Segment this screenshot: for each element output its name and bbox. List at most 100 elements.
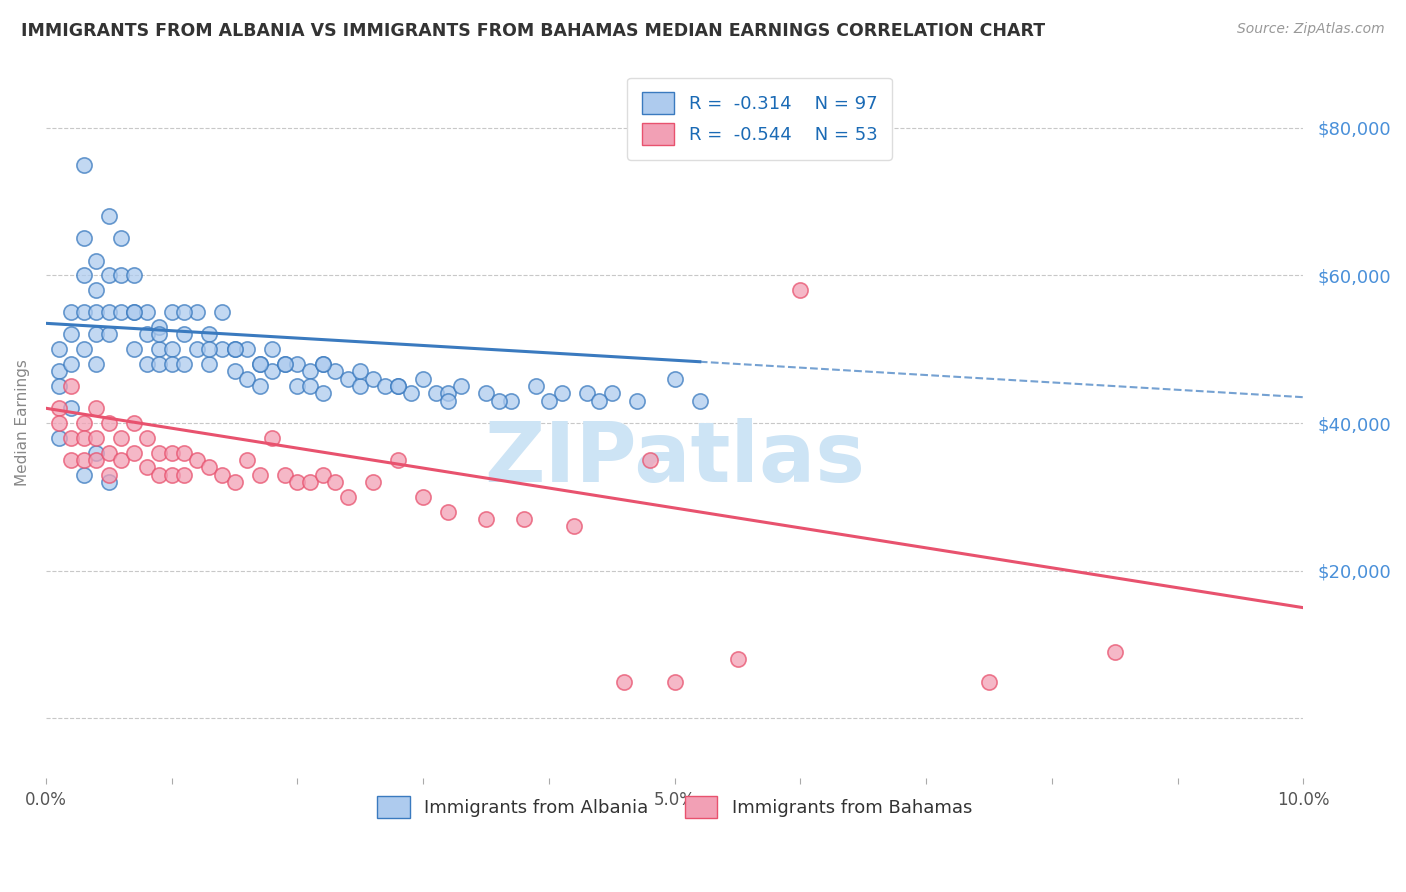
Point	[361, 372, 384, 386]
Point	[287, 379, 309, 393]
Text: IMMIGRANTS FROM ALBANIA VS IMMIGRANTS FROM BAHAMAS MEDIAN EARNINGS CORRELATION C: IMMIGRANTS FROM ALBANIA VS IMMIGRANTS FR…	[21, 22, 1045, 40]
Point	[84, 327, 107, 342]
Point	[236, 372, 259, 386]
Point	[361, 475, 384, 490]
Point	[198, 357, 221, 371]
Point	[73, 416, 96, 430]
Point	[97, 467, 120, 482]
Point	[387, 453, 409, 467]
Point	[60, 305, 83, 319]
Point	[60, 401, 83, 416]
Point	[224, 364, 246, 378]
Point	[262, 431, 284, 445]
Point	[437, 386, 460, 401]
Point	[73, 342, 96, 356]
Point	[48, 401, 70, 416]
Point	[638, 453, 661, 467]
Point	[84, 453, 107, 467]
Point	[1104, 645, 1126, 659]
Point	[274, 357, 297, 371]
Point	[789, 283, 811, 297]
Point	[73, 305, 96, 319]
Point	[387, 379, 409, 393]
Point	[550, 386, 572, 401]
Point	[48, 416, 70, 430]
Point	[97, 305, 120, 319]
Point	[299, 379, 322, 393]
Point	[211, 305, 233, 319]
Point	[160, 357, 183, 371]
Point	[475, 386, 498, 401]
Point	[412, 490, 434, 504]
Point	[349, 364, 371, 378]
Point	[48, 342, 70, 356]
Point	[97, 327, 120, 342]
Point	[97, 475, 120, 490]
Point	[224, 342, 246, 356]
Point	[689, 393, 711, 408]
Point	[110, 431, 132, 445]
Point	[122, 445, 145, 459]
Point	[110, 231, 132, 245]
Point	[323, 364, 346, 378]
Point	[475, 512, 498, 526]
Point	[437, 505, 460, 519]
Point	[198, 327, 221, 342]
Point	[148, 327, 170, 342]
Point	[336, 490, 359, 504]
Point	[73, 453, 96, 467]
Point	[588, 393, 610, 408]
Point	[600, 386, 623, 401]
Point	[311, 357, 333, 371]
Text: Source: ZipAtlas.com: Source: ZipAtlas.com	[1237, 22, 1385, 37]
Point	[160, 305, 183, 319]
Point	[425, 386, 447, 401]
Point	[575, 386, 598, 401]
Point	[287, 357, 309, 371]
Point	[613, 674, 636, 689]
Point	[48, 431, 70, 445]
Point	[60, 379, 83, 393]
Point	[60, 357, 83, 371]
Point	[48, 379, 70, 393]
Point	[148, 357, 170, 371]
Point	[249, 379, 271, 393]
Point	[122, 416, 145, 430]
Point	[236, 342, 259, 356]
Point	[160, 445, 183, 459]
Point	[249, 467, 271, 482]
Point	[374, 379, 396, 393]
Point	[299, 475, 322, 490]
Point	[186, 342, 208, 356]
Point	[198, 342, 221, 356]
Point	[84, 431, 107, 445]
Text: ZIPatlas: ZIPatlas	[484, 418, 865, 499]
Point	[311, 386, 333, 401]
Point	[73, 431, 96, 445]
Point	[323, 475, 346, 490]
Point	[198, 460, 221, 475]
Point	[626, 393, 648, 408]
Point	[135, 357, 157, 371]
Point	[336, 372, 359, 386]
Point	[148, 445, 170, 459]
Point	[135, 431, 157, 445]
Point	[135, 460, 157, 475]
Legend: Immigrants from Albania, Immigrants from Bahamas: Immigrants from Albania, Immigrants from…	[370, 789, 979, 825]
Point	[186, 305, 208, 319]
Point	[97, 445, 120, 459]
Point	[73, 467, 96, 482]
Point	[84, 445, 107, 459]
Point	[160, 342, 183, 356]
Point	[148, 320, 170, 334]
Point	[84, 401, 107, 416]
Point	[450, 379, 472, 393]
Point	[262, 364, 284, 378]
Point	[122, 305, 145, 319]
Point	[110, 268, 132, 283]
Point	[122, 268, 145, 283]
Y-axis label: Median Earnings: Median Earnings	[15, 359, 30, 486]
Point	[287, 475, 309, 490]
Point	[148, 342, 170, 356]
Point	[84, 305, 107, 319]
